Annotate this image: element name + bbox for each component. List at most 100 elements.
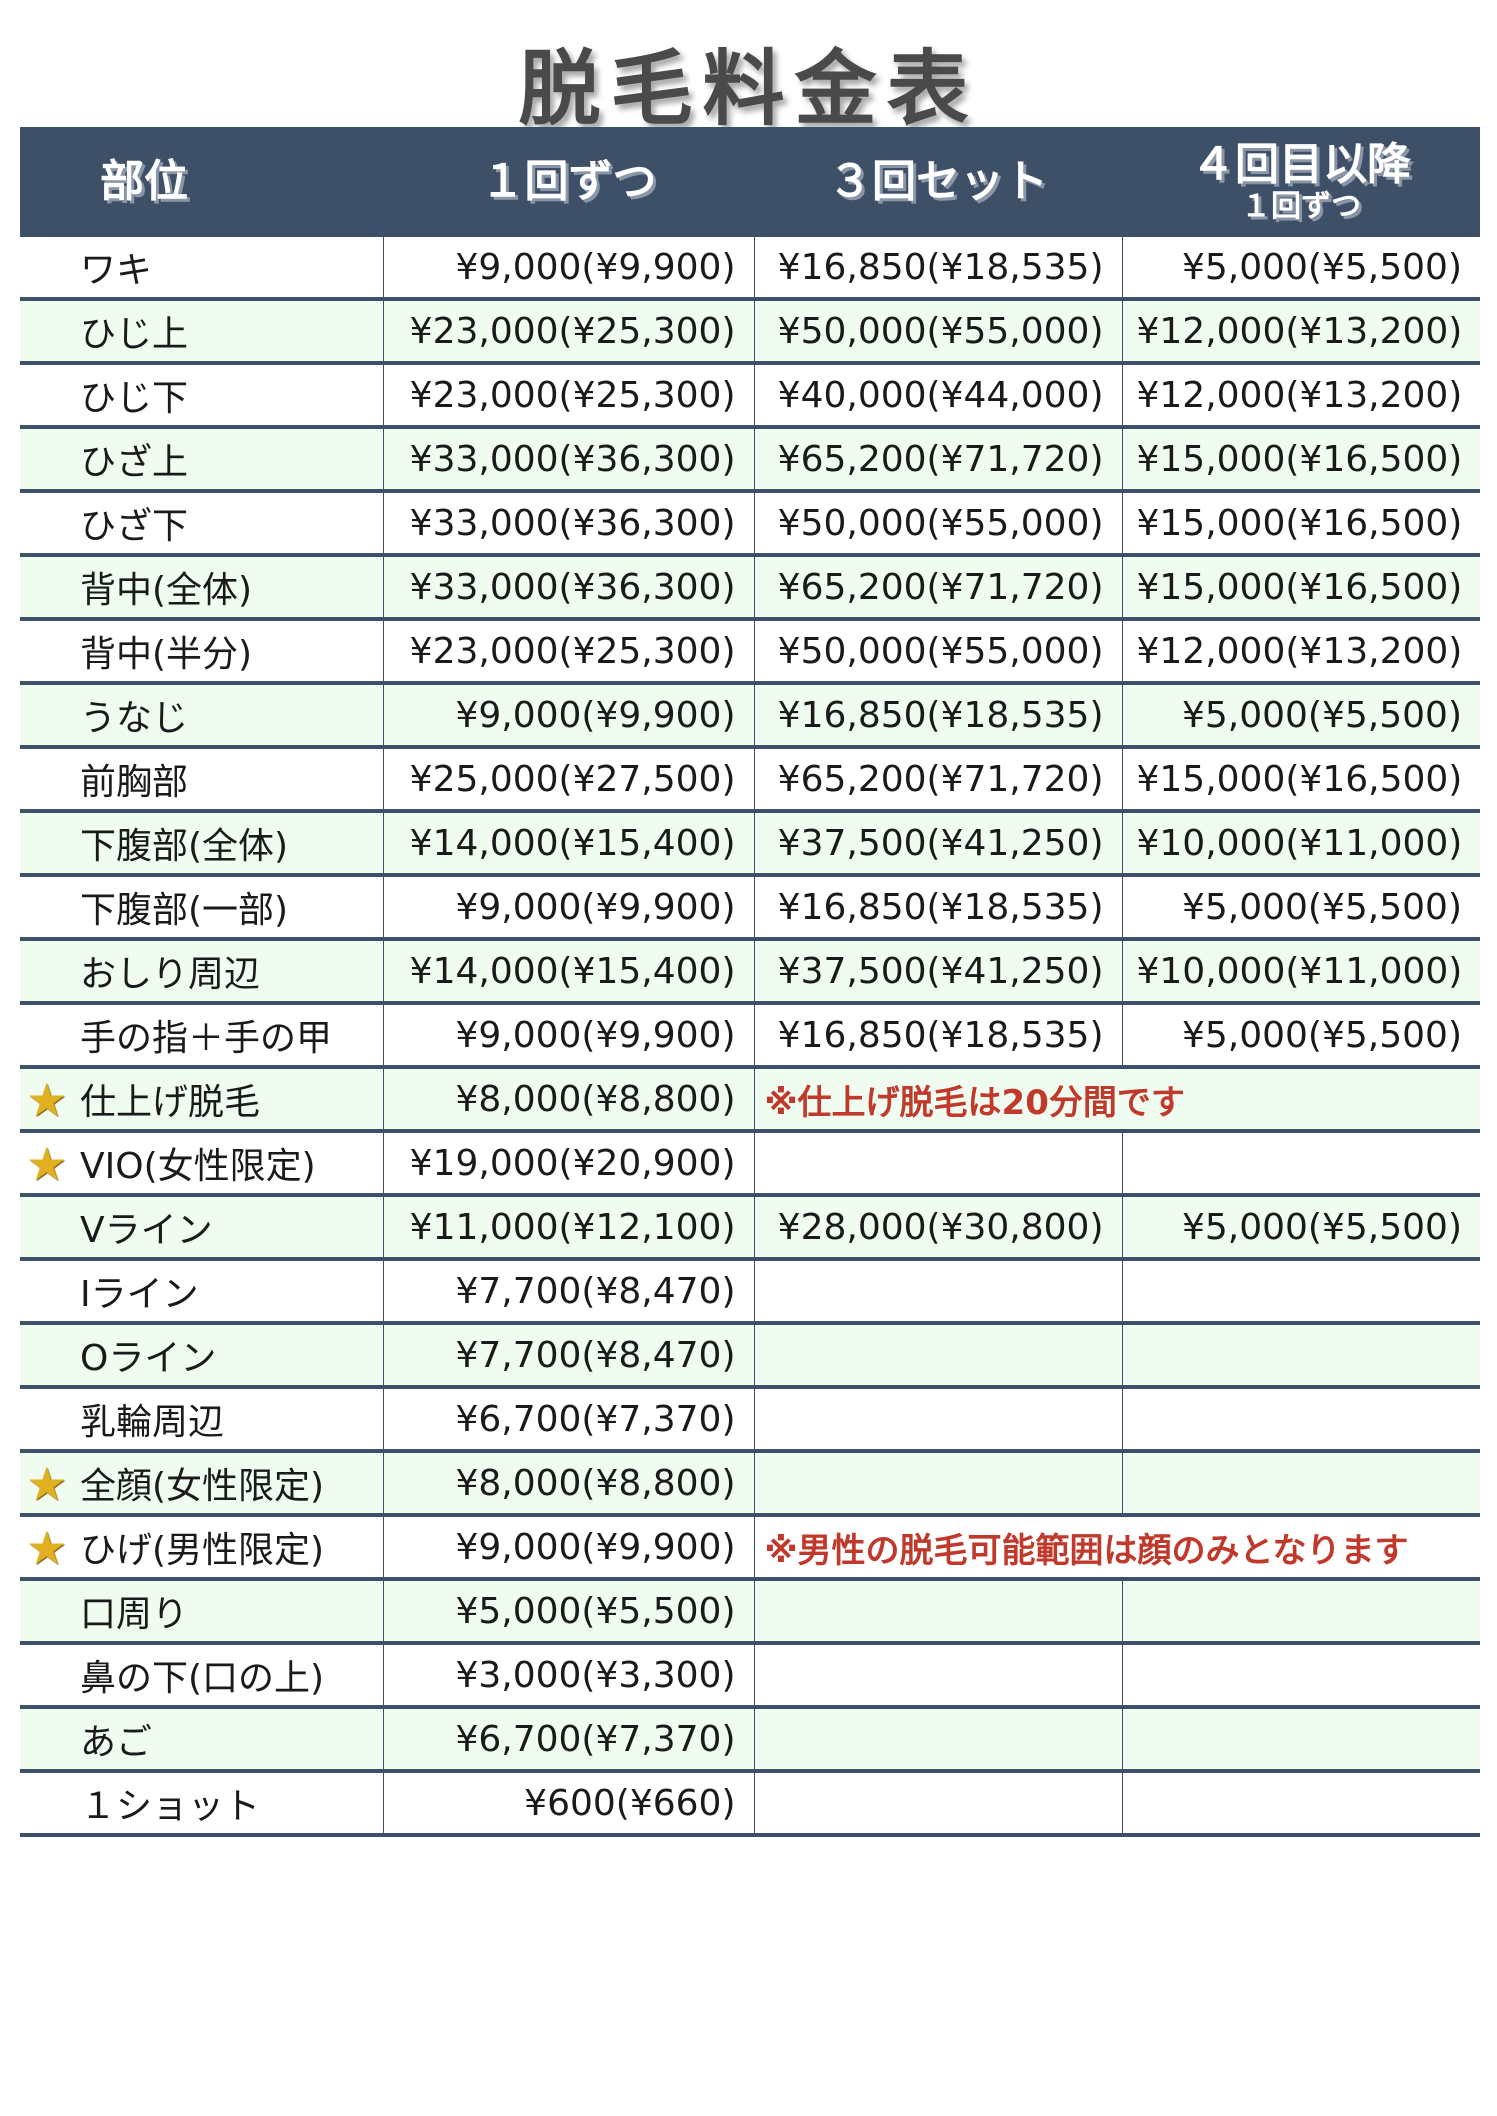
part-label: 手の指＋手の甲	[80, 1018, 333, 1059]
part-cell: Oライン	[20, 1323, 383, 1389]
price-single: ¥33,000(¥36,300)	[382, 491, 754, 557]
part-cell: 前胸部	[20, 747, 383, 813]
price-after4: ¥12,000(¥13,200)	[1121, 619, 1480, 685]
part-label: 口周り	[80, 1594, 189, 1635]
table-row: ひじ上 ¥23,000(¥25,300) ¥50,000(¥55,000) ¥12,0…	[20, 299, 1480, 365]
header-after4: ４回目以降 １回ずつ	[1122, 127, 1480, 237]
part-cell: 下腹部(一部)	[20, 875, 383, 941]
price-set3: ¥16,850(¥18,535)	[753, 875, 1122, 941]
price-after4	[1121, 1451, 1480, 1517]
price-set3: ¥16,850(¥18,535)	[753, 683, 1122, 749]
part-cell: ★ ひげ(男性限定)	[20, 1515, 383, 1581]
part-label: 全顔(女性限定)	[80, 1466, 325, 1507]
price-set3: ¥50,000(¥55,000)	[753, 619, 1122, 685]
price-after4: ¥5,000(¥5,500)	[1121, 875, 1480, 941]
table-row: ひざ上 ¥33,000(¥36,300) ¥65,200(¥71,720) ¥15,0…	[20, 427, 1480, 493]
table-row: 手の指＋手の甲 ¥9,000(¥9,900) ¥16,850(¥18,535) ¥5,…	[20, 1003, 1480, 1069]
price-single: ¥7,700(¥8,470)	[382, 1259, 754, 1325]
header-after4-sublabel: １回ずつ	[1241, 189, 1361, 224]
table-row: 乳輪周辺 ¥6,700(¥7,370)	[20, 1387, 1480, 1453]
table-row: ★ ひげ(男性限定) ¥9,000(¥9,900) ※男性の脱毛可能範囲は顔のみとなり…	[20, 1515, 1480, 1581]
part-label: ひげ(男性限定)	[80, 1530, 325, 1571]
part-cell: ワキ	[20, 237, 383, 301]
price-set3: ¥40,000(¥44,000)	[753, 363, 1122, 429]
price-set3: ¥65,200(¥71,720)	[753, 427, 1122, 493]
price-single: ¥8,000(¥8,800)	[382, 1451, 754, 1517]
table-row: ★ 全顔(女性限定) ¥8,000(¥8,800)	[20, 1451, 1480, 1517]
table-row: Vライン ¥11,000(¥12,100) ¥28,000(¥30,800) ¥5,0…	[20, 1195, 1480, 1261]
part-cell: 下腹部(全体)	[20, 811, 383, 877]
part-cell: おしり周辺	[20, 939, 383, 1005]
price-single: ¥8,000(¥8,800)	[382, 1067, 754, 1133]
part-label: ひじ上	[80, 314, 189, 355]
price-set3	[753, 1387, 1122, 1453]
price-single: ¥9,000(¥9,900)	[382, 237, 754, 301]
price-after4: ¥12,000(¥13,200)	[1121, 299, 1480, 365]
header-after4-label: ４回目以降	[1191, 139, 1411, 190]
table-row: おしり周辺 ¥14,000(¥15,400) ¥37,500(¥41,250) ¥10…	[20, 939, 1480, 1005]
part-cell: ★ VIO(女性限定)	[20, 1131, 383, 1197]
price-set3	[753, 1451, 1122, 1517]
price-single: ¥14,000(¥15,400)	[382, 939, 754, 1005]
star-icon: ★	[26, 1521, 68, 1575]
part-label: Vライン	[80, 1210, 213, 1251]
price-set3	[753, 1131, 1122, 1197]
price-after4	[1121, 1387, 1480, 1453]
table-row: うなじ ¥9,000(¥9,900) ¥16,850(¥18,535) ¥5,000(…	[20, 683, 1480, 749]
part-cell: ひざ上	[20, 427, 383, 493]
part-cell: 手の指＋手の甲	[20, 1003, 383, 1069]
price-single: ¥23,000(¥25,300)	[382, 299, 754, 365]
page-title: 脱毛料金表	[518, 42, 979, 137]
part-label: ワキ	[80, 250, 153, 291]
price-single: ¥600(¥660)	[382, 1771, 754, 1837]
price-set3: ¥65,200(¥71,720)	[753, 555, 1122, 621]
price-set3: ¥16,850(¥18,535)	[753, 237, 1122, 301]
part-label: VIO(女性限定)	[80, 1146, 316, 1187]
table-row: ワキ ¥9,000(¥9,900) ¥16,850(¥18,535) ¥5,000(¥…	[20, 237, 1480, 301]
header-set3-label: ３回セット	[828, 156, 1048, 207]
part-cell: うなじ	[20, 683, 383, 749]
price-table: 部位 １回ずつ ３回セット ４回目以降 １回ずつ ワキ ¥9,000(¥9,900)…	[20, 127, 1480, 1837]
price-single: ¥33,000(¥36,300)	[382, 427, 754, 493]
table-row: 背中(半分) ¥23,000(¥25,300) ¥50,000(¥55,000) ¥1…	[20, 619, 1480, 685]
price-single: ¥9,000(¥9,900)	[382, 1515, 754, 1581]
price-after4: ¥10,000(¥11,000)	[1121, 939, 1480, 1005]
price-after4: ¥12,000(¥13,200)	[1121, 363, 1480, 429]
price-set3	[753, 1579, 1122, 1645]
table-row: 口周り ¥5,000(¥5,500)	[20, 1579, 1480, 1645]
table-row: ひざ下 ¥33,000(¥36,300) ¥50,000(¥55,000) ¥15,0…	[20, 491, 1480, 557]
part-cell: Vライン	[20, 1195, 383, 1261]
price-after4: ¥15,000(¥16,500)	[1121, 427, 1480, 493]
price-after4	[1121, 1643, 1480, 1709]
part-label: 下腹部(全体)	[80, 826, 289, 867]
price-single: ¥23,000(¥25,300)	[382, 619, 754, 685]
price-single: ¥6,700(¥7,370)	[382, 1707, 754, 1773]
price-after4: ¥15,000(¥16,500)	[1121, 491, 1480, 557]
table-row: ★ VIO(女性限定) ¥19,000(¥20,900)	[20, 1131, 1480, 1197]
price-set3: ¥50,000(¥55,000)	[753, 299, 1122, 365]
part-label: 前胸部	[80, 762, 189, 803]
table-row: 鼻の下(口の上) ¥3,000(¥3,300)	[20, 1643, 1480, 1709]
header-part-label: 部位	[100, 156, 188, 207]
part-cell: １ショット	[20, 1771, 383, 1837]
part-cell: ★ 仕上げ脱毛	[20, 1067, 383, 1133]
part-label: おしり周辺	[80, 954, 261, 995]
star-icon: ★	[26, 1137, 68, 1191]
price-after4: ¥5,000(¥5,500)	[1121, 237, 1480, 301]
part-cell: 背中(半分)	[20, 619, 383, 685]
price-single: ¥9,000(¥9,900)	[382, 875, 754, 941]
part-label: 乳輪周辺	[80, 1402, 225, 1443]
price-after4: ¥5,000(¥5,500)	[1121, 1003, 1480, 1069]
part-cell: ひざ下	[20, 491, 383, 557]
price-single: ¥7,700(¥8,470)	[382, 1323, 754, 1389]
note-text: ※男性の脱毛可能範囲は顔のみとなります	[753, 1515, 1480, 1581]
price-set3	[753, 1707, 1122, 1773]
part-label: Oライン	[80, 1338, 217, 1379]
table-row: Oライン ¥7,700(¥8,470)	[20, 1323, 1480, 1389]
part-label: 背中(半分)	[80, 634, 253, 675]
price-single: ¥9,000(¥9,900)	[382, 683, 754, 749]
price-after4	[1121, 1131, 1480, 1197]
star-icon: ★	[26, 1073, 68, 1127]
price-set3: ¥50,000(¥55,000)	[753, 491, 1122, 557]
part-cell: ★ 全顔(女性限定)	[20, 1451, 383, 1517]
